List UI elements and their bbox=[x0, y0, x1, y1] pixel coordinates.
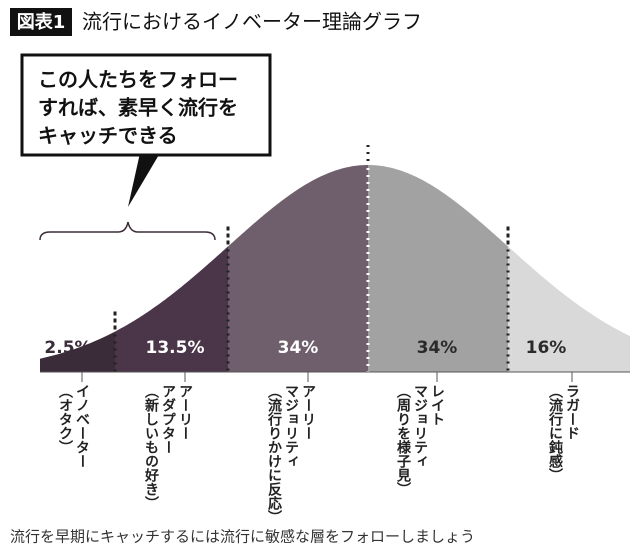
category-line: （オタク） bbox=[57, 384, 73, 454]
segment bbox=[40, 331, 115, 372]
category-line: （周りを様子見） bbox=[395, 384, 411, 496]
segment bbox=[368, 165, 508, 372]
category-line: （流行に鈍感） bbox=[547, 384, 563, 482]
category-line: アーリー bbox=[300, 384, 316, 440]
segment bbox=[228, 165, 368, 372]
category-line: アーリー bbox=[177, 384, 193, 440]
label-badge bbox=[10, 8, 72, 36]
category-label: レイト マジョリティ （周りを様子見） bbox=[394, 384, 445, 496]
annotation-line: すれば、素早く流行を bbox=[38, 96, 238, 120]
figure-label: 図表1 bbox=[17, 11, 66, 33]
category-label: アーリー アダプター （新しいもの好き） bbox=[142, 384, 193, 510]
category-label: ラガード （流行に鈍感） bbox=[546, 384, 580, 482]
category-label: イノベーター （オタク） bbox=[56, 384, 90, 468]
category-line: マジョリティ bbox=[283, 384, 299, 468]
category-label: アーリー マジョリティ （流行りかけに反応） bbox=[265, 384, 316, 524]
callout-box bbox=[20, 53, 272, 157]
brace bbox=[39, 221, 216, 241]
value-label: 13.5% bbox=[146, 338, 205, 358]
callout-pointer bbox=[128, 153, 160, 207]
annotation-line: キャッチできる bbox=[38, 124, 178, 148]
value-label: 34% bbox=[417, 338, 458, 358]
value-label: 34% bbox=[278, 338, 319, 358]
category-line: イノベーター bbox=[74, 384, 90, 468]
value-label: 16% bbox=[526, 338, 567, 358]
value-label: 2.5% bbox=[44, 338, 91, 358]
caption: 流行を早期にキャッチするには流行に敏感な層をフォローしましょう bbox=[10, 528, 475, 546]
category-line: ラガード bbox=[564, 384, 580, 440]
segment bbox=[508, 246, 630, 372]
category-line: マジョリティ bbox=[412, 384, 428, 468]
segment bbox=[115, 246, 228, 372]
category-line: （流行りかけに反応） bbox=[266, 384, 282, 524]
category-line: （新しいもの好き） bbox=[143, 384, 159, 510]
chart-title: 流行におけるイノベーター理論グラフ bbox=[82, 10, 422, 34]
annotation-line: この人たちをフォロー bbox=[38, 68, 238, 92]
category-line: レイト bbox=[429, 384, 445, 426]
category-line: アダプター bbox=[160, 384, 176, 454]
